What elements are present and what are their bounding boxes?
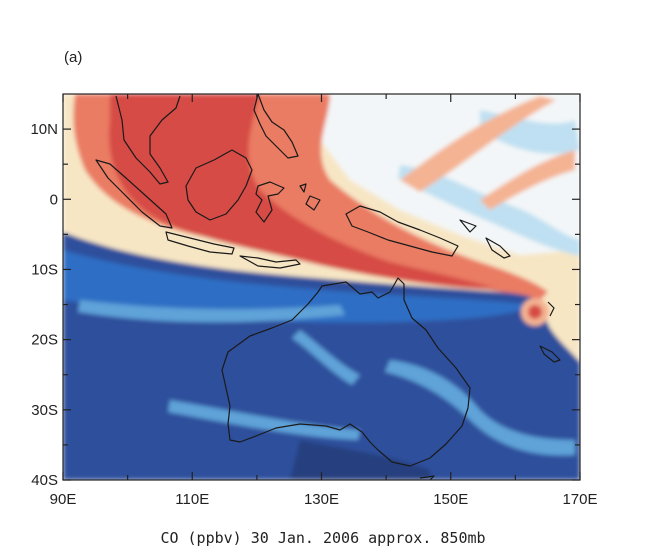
- coastline-halmahera: [299, 183, 307, 193]
- co-light-blue-filament-2: [385, 360, 575, 456]
- coastline-vanuatu: [547, 301, 555, 317]
- figure-caption: CO (ppbv) 30 Jan. 2006 approx. 850mb: [160, 529, 485, 547]
- x-tick-label: 110E: [175, 491, 209, 508]
- coastline-australia: [221, 277, 471, 467]
- x-tick-label: 170E: [562, 491, 597, 508]
- co-pale-blue-band: [398, 165, 580, 256]
- panel-label: (a): [64, 49, 82, 66]
- coastline-sumatra: [95, 159, 173, 229]
- map-panel: [63, 94, 580, 480]
- coastline-sulawesi: [255, 181, 285, 223]
- coastline-moluccas: [305, 195, 321, 211]
- coastline-borneo: [185, 149, 253, 221]
- coastlines: [95, 94, 561, 480]
- y-tick-label: 0: [50, 191, 58, 208]
- coastline-bismarck: [459, 219, 477, 233]
- coastline-tasmania: [419, 475, 435, 480]
- coastline-new-guinea: [345, 205, 459, 257]
- coastline-lesser-sunda: [239, 255, 301, 269]
- co-high-region-red: [109, 94, 501, 290]
- coastline-indochina: [115, 95, 181, 185]
- coastline-new-caledonia: [539, 345, 561, 363]
- co-mid-blue-band: [63, 250, 530, 323]
- y-tick-label: 40S: [31, 472, 58, 489]
- co-peach-streak-northeast: [400, 96, 556, 192]
- coastline-philippines: [253, 94, 299, 159]
- co-light-blue-filament-1: [78, 300, 345, 323]
- coastline-solomon: [485, 237, 511, 259]
- x-tick-label: 130E: [304, 491, 339, 508]
- co-peach-streak-east: [480, 150, 575, 210]
- map-axes: 90E 110E 130E 150E 170E 10N 0 10S 20S 30S 40S: [30, 94, 598, 508]
- co-field: [63, 94, 580, 480]
- y-tick-label: 30S: [31, 402, 58, 419]
- x-tick-label: 150E: [433, 491, 468, 508]
- x-tick-label: 90E: [50, 491, 77, 508]
- co-dark-purple-patch: [290, 440, 430, 480]
- co-light-blue-filament-3: [292, 330, 360, 385]
- coastline-java: [165, 231, 235, 255]
- y-tick-label: 10N: [30, 121, 58, 138]
- y-tick-label: 10S: [31, 261, 58, 278]
- y-tick-label: 20S: [31, 332, 58, 349]
- co-eddy-inner: [528, 305, 542, 319]
- co-light-blue-filament-4: [168, 400, 360, 440]
